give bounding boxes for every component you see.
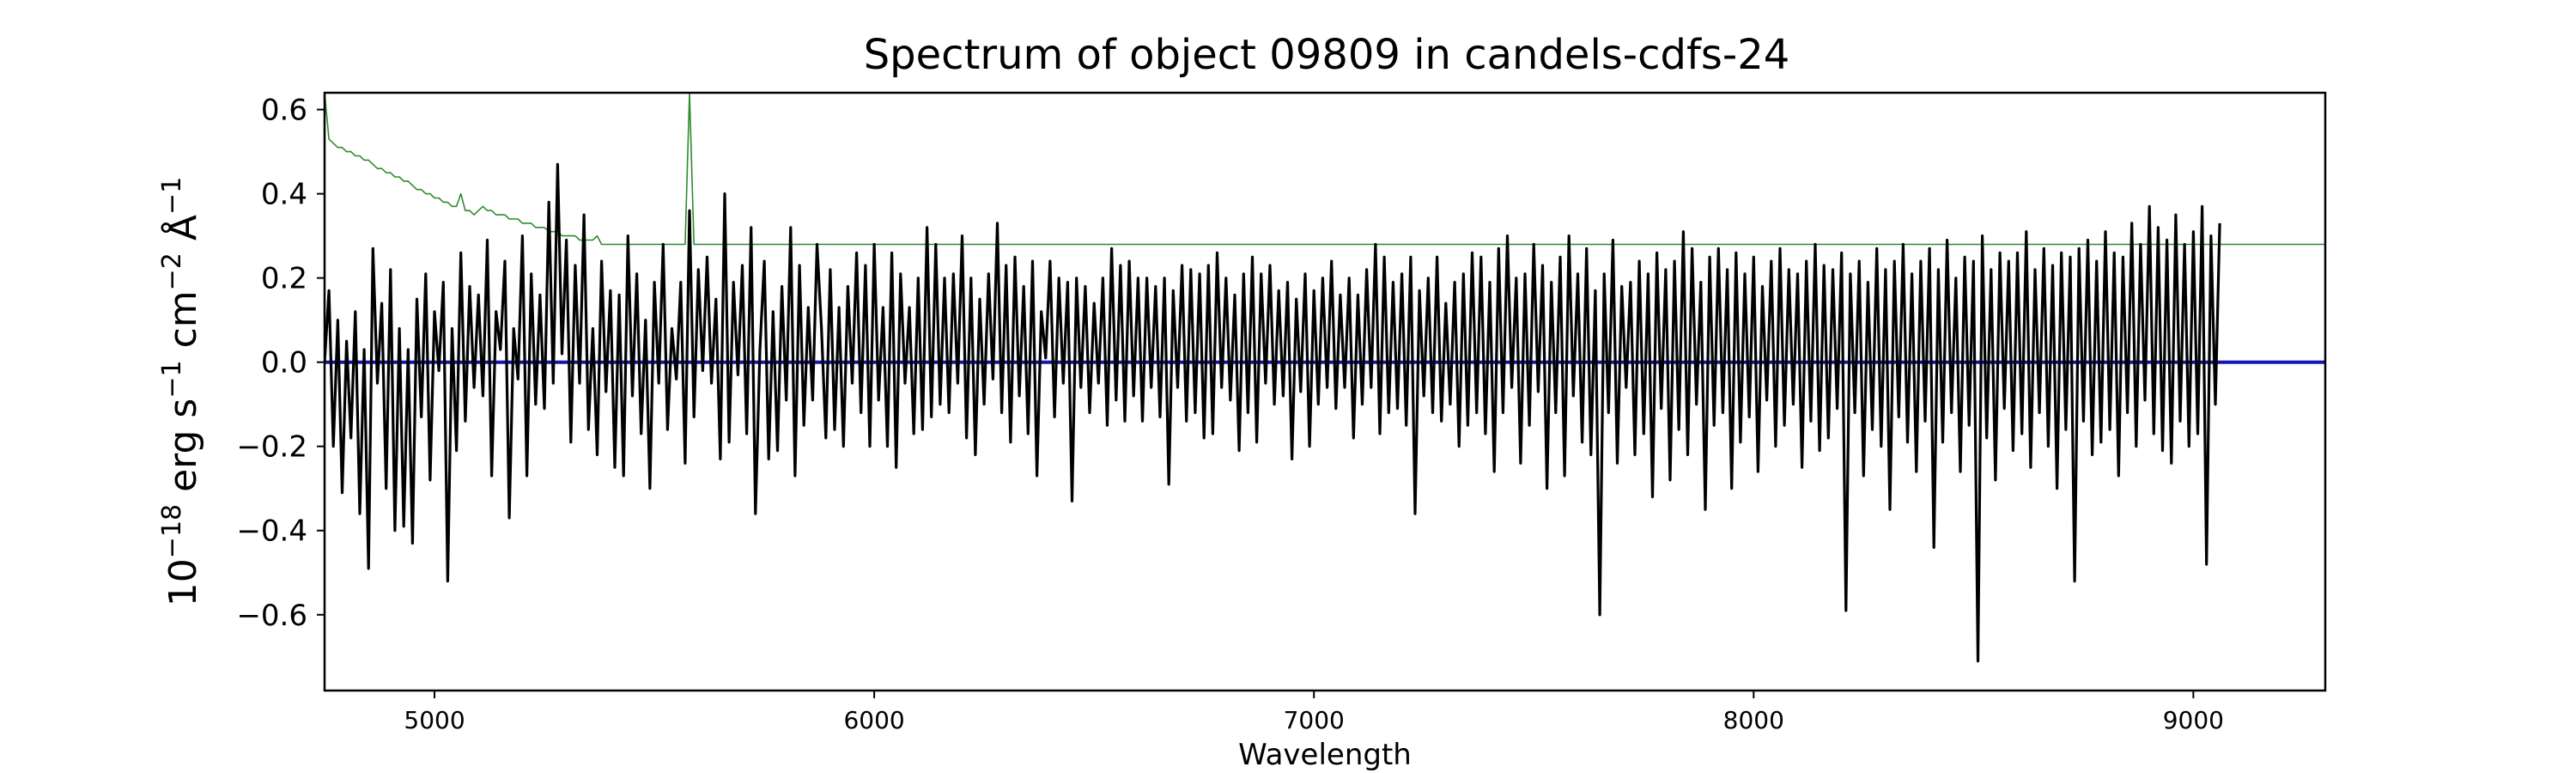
y-tick-label: −0.2: [236, 430, 307, 465]
y-axis-label-exp2: −1: [157, 360, 187, 398]
x-tick-label: 9000: [2163, 706, 2224, 734]
y-axis-label-exp4: −1: [157, 177, 187, 215]
x-tick-label: 6000: [843, 706, 904, 734]
y-axis-label-exp3: −2: [157, 253, 187, 290]
y-tick-label: 0.2: [261, 262, 307, 296]
y-tick-label: −0.6: [236, 599, 307, 633]
x-axis-label: Wavelength: [1238, 738, 1412, 772]
y-tick-label: −0.4: [236, 514, 307, 549]
series-line-error: [325, 93, 2325, 246]
y-tick-label: 0.0: [261, 346, 307, 380]
series-layer: [325, 93, 2325, 663]
y-axis-label: 10−18 erg s−1 cm−2 Å−1: [157, 177, 205, 606]
y-axis-label-unit3: Å: [160, 215, 205, 253]
plot-frame: [323, 91, 2327, 692]
x-tick-label: 8000: [1723, 706, 1784, 734]
y-tick-label: 0.6: [261, 94, 307, 128]
chart-title: Spectrum of object 09809 in candels-cdfs…: [864, 31, 1790, 79]
x-tick-label: 5000: [404, 706, 465, 734]
x-tick-label: 7000: [1284, 706, 1345, 734]
y-axis-ticks: 0.6 0.4 0.2 0.0 −0.2 −0.4 −0.6: [236, 94, 325, 633]
x-axis-ticks: 5000 6000 7000 8000 9000: [404, 691, 2224, 734]
series-line-flux: [325, 162, 2221, 663]
y-tick-label: 0.4: [261, 178, 307, 212]
y-axis-label-unit1: erg s: [161, 399, 205, 504]
y-axis-label-exp1: −18: [157, 504, 187, 558]
y-axis-label-unit2: cm: [161, 290, 205, 360]
y-axis-label-base: 10: [161, 558, 205, 606]
